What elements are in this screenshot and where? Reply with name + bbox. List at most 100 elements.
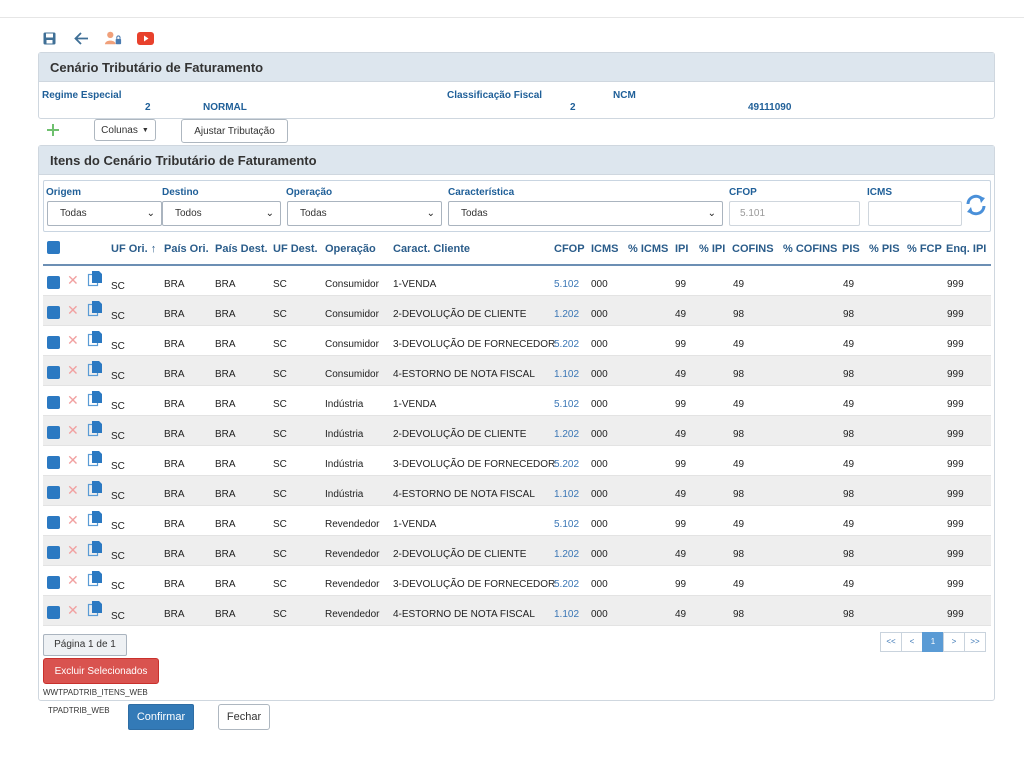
column-header[interactable]: COFINS bbox=[732, 243, 774, 255]
row-checkbox[interactable] bbox=[47, 306, 60, 319]
delete-icon[interactable]: ✕ bbox=[67, 602, 79, 618]
cell-cfop[interactable]: 1.102 bbox=[554, 489, 580, 500]
copy-icon[interactable] bbox=[87, 360, 103, 378]
copy-icon[interactable] bbox=[87, 540, 103, 558]
column-header[interactable]: % FCP bbox=[907, 243, 942, 255]
delete-icon[interactable]: ✕ bbox=[67, 392, 79, 408]
row-checkbox[interactable] bbox=[47, 426, 60, 439]
delete-icon[interactable]: ✕ bbox=[67, 302, 79, 318]
cell-operacao: Indústria bbox=[325, 489, 364, 500]
colunas-button[interactable]: Colunas ▼ bbox=[94, 119, 156, 141]
add-icon[interactable] bbox=[45, 122, 63, 140]
delete-icon[interactable]: ✕ bbox=[67, 272, 79, 288]
copy-icon[interactable] bbox=[87, 570, 103, 588]
column-header[interactable]: Enq. IPI bbox=[946, 243, 987, 255]
column-header[interactable]: UF Dest. bbox=[273, 243, 318, 255]
column-header[interactable]: % ICMS bbox=[628, 243, 669, 255]
cell-cfop[interactable]: 1.102 bbox=[554, 609, 580, 620]
ajustar-tributacao-button[interactable]: Ajustar Tributação bbox=[181, 119, 288, 143]
row-checkbox[interactable] bbox=[47, 456, 60, 469]
row-checkbox[interactable] bbox=[47, 546, 60, 559]
select-all-checkbox[interactable] bbox=[47, 241, 60, 254]
row-checkbox[interactable] bbox=[47, 576, 60, 589]
copy-icon[interactable] bbox=[87, 330, 103, 348]
copy-icon[interactable] bbox=[87, 420, 103, 438]
cell-enq: 999 bbox=[947, 369, 964, 380]
filter-caracteristica-select[interactable]: Todas ⌄ bbox=[448, 201, 723, 226]
confirm-button[interactable]: Confirmar bbox=[128, 704, 194, 730]
row-checkbox[interactable] bbox=[47, 516, 60, 529]
cell-icms: 000 bbox=[591, 489, 608, 500]
column-header[interactable]: Operação bbox=[325, 243, 376, 255]
copy-icon[interactable] bbox=[87, 510, 103, 528]
page-button[interactable]: >> bbox=[964, 632, 986, 652]
copy-icon[interactable] bbox=[87, 270, 103, 288]
cell-icms: 000 bbox=[591, 279, 608, 290]
column-header[interactable]: % IPI bbox=[699, 243, 726, 255]
delete-icon[interactable]: ✕ bbox=[67, 452, 79, 468]
row-checkbox[interactable] bbox=[47, 336, 60, 349]
row-checkbox[interactable] bbox=[47, 396, 60, 409]
cell-cfop[interactable]: 5.102 bbox=[554, 519, 580, 530]
delete-icon[interactable]: ✕ bbox=[67, 572, 79, 588]
column-header[interactable]: CFOP bbox=[554, 243, 585, 255]
delete-icon[interactable]: ✕ bbox=[67, 332, 79, 348]
column-header[interactable]: % COFINS bbox=[783, 243, 838, 255]
cell-cfop[interactable]: 5.202 bbox=[554, 459, 580, 470]
cell-icms: 000 bbox=[591, 339, 608, 350]
refresh-icon[interactable] bbox=[964, 193, 988, 217]
column-header[interactable]: ICMS bbox=[591, 243, 619, 255]
filter-icms-input[interactable] bbox=[868, 201, 962, 226]
column-header[interactable]: País Dest. bbox=[215, 243, 268, 255]
cell-cfop[interactable]: 5.102 bbox=[554, 399, 580, 410]
cell-cofins: 49 bbox=[733, 339, 745, 350]
column-header[interactable]: % PIS bbox=[869, 243, 900, 255]
row-checkbox[interactable] bbox=[47, 606, 60, 619]
back-arrow-icon[interactable] bbox=[72, 29, 90, 47]
chevron-down-icon: ⌄ bbox=[426, 208, 435, 219]
cell-cfop[interactable]: 5.202 bbox=[554, 579, 580, 590]
filter-origem-select[interactable]: Todas ⌄ bbox=[47, 201, 162, 226]
cell-uf-dest: SC bbox=[273, 339, 287, 350]
youtube-icon[interactable] bbox=[136, 29, 154, 47]
user-lock-icon[interactable] bbox=[104, 29, 122, 47]
cell-cfop[interactable]: 5.202 bbox=[554, 339, 580, 350]
page-button[interactable]: 1 bbox=[922, 632, 944, 652]
page-button[interactable]: < bbox=[901, 632, 923, 652]
delete-selected-button[interactable]: Excluir Selecionados bbox=[43, 658, 159, 684]
copy-icon[interactable] bbox=[87, 600, 103, 618]
copy-icon[interactable] bbox=[87, 450, 103, 468]
delete-icon[interactable]: ✕ bbox=[67, 512, 79, 528]
delete-icon[interactable]: ✕ bbox=[67, 482, 79, 498]
column-header[interactable]: UF Ori. ↑ bbox=[111, 243, 157, 255]
row-checkbox[interactable] bbox=[47, 276, 60, 289]
cell-cfop[interactable]: 1.102 bbox=[554, 369, 580, 380]
column-header[interactable]: País Ori. bbox=[164, 243, 209, 255]
cell-pis: 98 bbox=[843, 609, 855, 620]
column-header[interactable]: IPI bbox=[675, 243, 689, 255]
page-button[interactable]: << bbox=[880, 632, 902, 652]
page-button[interactable]: > bbox=[943, 632, 965, 652]
delete-icon[interactable]: ✕ bbox=[67, 542, 79, 558]
delete-icon[interactable]: ✕ bbox=[67, 422, 79, 438]
cell-cfop[interactable]: 1.202 bbox=[554, 309, 580, 320]
save-icon[interactable] bbox=[40, 29, 58, 47]
column-header[interactable]: Caract. Cliente bbox=[393, 243, 471, 255]
column-header[interactable]: PIS bbox=[842, 243, 860, 255]
filter-destino-select[interactable]: Todos ⌄ bbox=[162, 201, 281, 226]
filter-cfop-input[interactable]: 5.101 bbox=[729, 201, 860, 226]
pagination: << <1 > >> bbox=[880, 632, 986, 652]
grid-body: ✕ SC BRA BRA SC Consumidor 1-VENDA 5.102 000 99 49… bbox=[43, 266, 991, 626]
copy-icon[interactable] bbox=[87, 300, 103, 318]
cell-enq: 999 bbox=[947, 489, 964, 500]
copy-icon[interactable] bbox=[87, 480, 103, 498]
close-button[interactable]: Fechar bbox=[218, 704, 270, 730]
copy-icon[interactable] bbox=[87, 390, 103, 408]
cell-cfop[interactable]: 5.102 bbox=[554, 279, 580, 290]
cell-cfop[interactable]: 1.202 bbox=[554, 549, 580, 560]
delete-icon[interactable]: ✕ bbox=[67, 362, 79, 378]
filter-operacao-select[interactable]: Todas ⌄ bbox=[287, 201, 442, 226]
row-checkbox[interactable] bbox=[47, 486, 60, 499]
row-checkbox[interactable] bbox=[47, 366, 60, 379]
cell-cfop[interactable]: 1.202 bbox=[554, 429, 580, 440]
